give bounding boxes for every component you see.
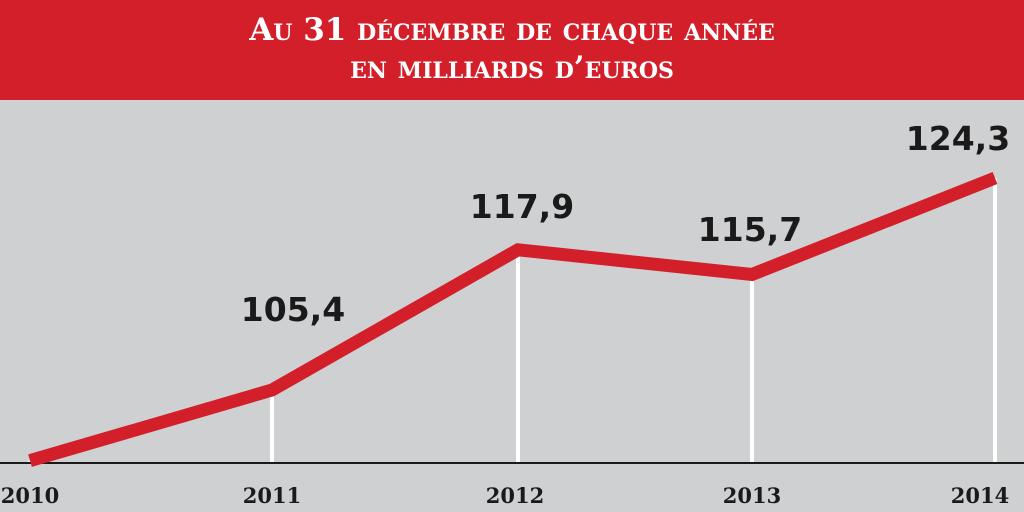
- x-tick-2013: 2013: [723, 483, 781, 508]
- chart-title-line-2: en milliards d’euros: [350, 50, 674, 86]
- value-label-2014: 124,3: [906, 119, 1010, 158]
- value-label-2013: 115,7: [698, 210, 802, 249]
- chart-title-line-1: Au 31 décembre de chaque année: [249, 12, 775, 48]
- chart-header: Au 31 décembre de chaque année en millia…: [0, 0, 1024, 100]
- drop-lines: [28, 178, 997, 463]
- series-group: [28, 171, 998, 467]
- value-label-2011: 105,4: [241, 290, 345, 329]
- value-label-2012: 117,9: [470, 187, 574, 226]
- value-labels: 105,4 117,9 115,7 124,3: [241, 119, 1010, 329]
- x-tick-2012: 2012: [486, 483, 544, 508]
- x-tick-2010: 2010: [1, 483, 59, 508]
- x-tick-2011: 2011: [243, 483, 301, 508]
- x-tick-2014: 2014: [951, 483, 1009, 508]
- x-tick-labels: 2010 2011 2012 2013 2014: [1, 483, 1009, 508]
